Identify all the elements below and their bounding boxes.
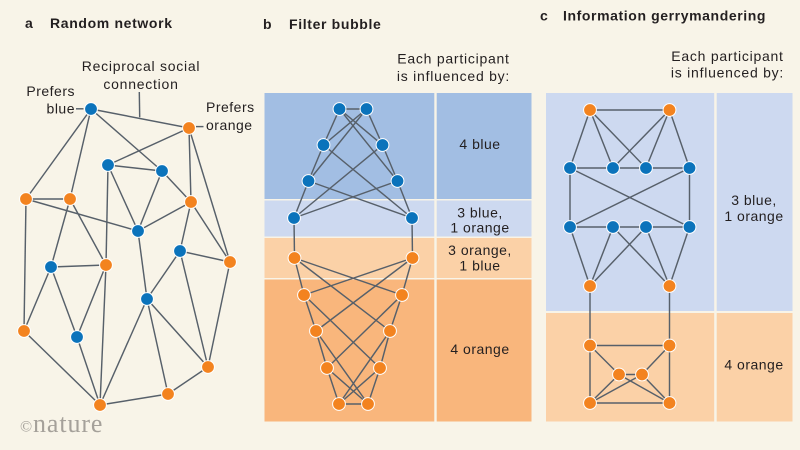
svg-text:a: a — [25, 15, 33, 31]
svg-text:connection: connection — [103, 76, 178, 92]
svg-text:Each participant: Each participant — [397, 51, 509, 67]
svg-text:©: © — [20, 419, 32, 436]
svg-text:Information gerrymandering: Information gerrymandering — [563, 8, 766, 24]
svg-text:1 orange: 1 orange — [450, 219, 509, 235]
svg-text:b: b — [263, 16, 272, 32]
svg-text:4 blue: 4 blue — [459, 136, 500, 152]
svg-text:Each participant: Each participant — [671, 48, 783, 64]
svg-text:Filter bubble: Filter bubble — [289, 16, 381, 32]
svg-text:c: c — [540, 8, 548, 24]
svg-text:Prefers: Prefers — [26, 83, 75, 99]
svg-text:3 orange,: 3 orange, — [448, 242, 512, 258]
svg-text:nature: nature — [33, 409, 103, 438]
svg-text:3 blue,: 3 blue, — [731, 192, 777, 208]
svg-text:Random network: Random network — [50, 15, 173, 31]
svg-text:Reciprocal social: Reciprocal social — [82, 58, 201, 74]
svg-text:1 orange: 1 orange — [724, 208, 783, 224]
svg-text:1 blue: 1 blue — [459, 257, 500, 273]
svg-text:blue: blue — [47, 101, 75, 117]
svg-text:4 orange: 4 orange — [450, 341, 509, 357]
svg-text:Prefers: Prefers — [206, 99, 255, 115]
svg-text:4 orange: 4 orange — [724, 357, 783, 373]
svg-text:3 blue,: 3 blue, — [457, 205, 503, 221]
svg-text:is influenced by:: is influenced by: — [397, 68, 510, 84]
svg-text:orange: orange — [206, 117, 253, 133]
svg-text:is influenced by:: is influenced by: — [671, 65, 784, 81]
